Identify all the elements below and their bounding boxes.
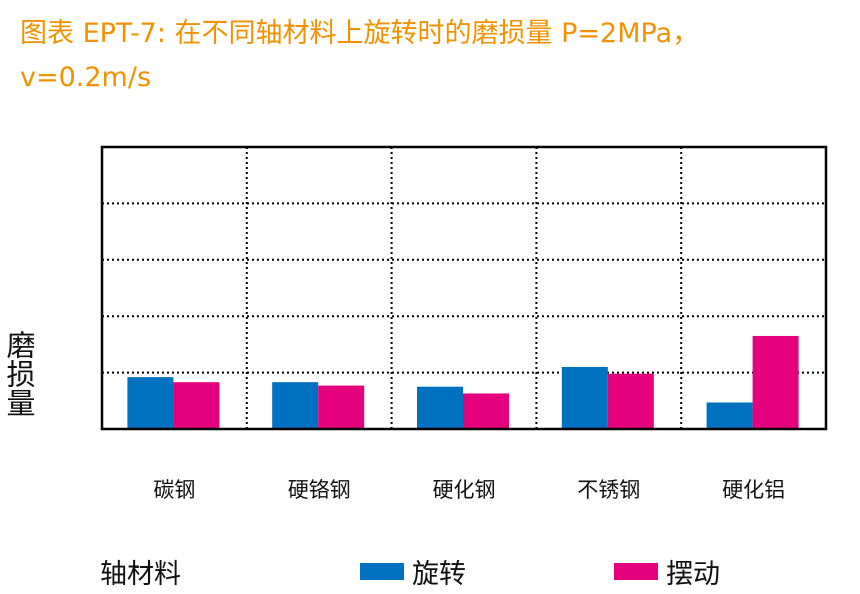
legend-item-oscillation: 摆动 <box>614 552 720 591</box>
bar-oscillation <box>607 373 654 429</box>
bar-oscillation <box>318 385 365 429</box>
bar-oscillation <box>173 382 220 429</box>
bar-rotation <box>272 382 319 429</box>
legend-swatch-rotation <box>360 563 404 580</box>
x-tick-label: 碳钢 <box>153 478 195 502</box>
x-tick-label: 硬铬钢 <box>288 478 351 502</box>
chart-title: 图表 EPT-7: 在不同轴材料上旋转时的磨损量 P=2MPa， v=0.2m/… <box>20 12 840 100</box>
x-tick-label: 硬化铝 <box>722 478 785 502</box>
bar-oscillation <box>463 393 509 429</box>
bar-rotation <box>561 366 608 429</box>
title-line-1: 图表 EPT-7: 在不同轴材料上旋转时的磨损量 P=2MPa， <box>20 18 700 49</box>
bar-oscillation <box>752 335 799 429</box>
legend-swatch-oscillation <box>614 563 658 580</box>
x-tick-label: 不锈钢 <box>577 478 640 502</box>
bar-rotation <box>417 386 463 429</box>
plot-frame <box>100 145 828 431</box>
x-tick-label: 硬化钢 <box>433 478 496 502</box>
legend-label-rotation: 旋转 <box>412 559 466 590</box>
bar-rotation <box>127 377 174 429</box>
bar-rotation <box>706 402 753 429</box>
legend-label-oscillation: 摆动 <box>666 559 720 590</box>
x-axis-label: 轴材料 <box>100 559 181 590</box>
legend-item-rotation: 旋转 <box>360 552 466 591</box>
y-axis-label: 磨损量 <box>2 330 36 417</box>
title-line-2: v=0.2m/s <box>20 62 152 93</box>
